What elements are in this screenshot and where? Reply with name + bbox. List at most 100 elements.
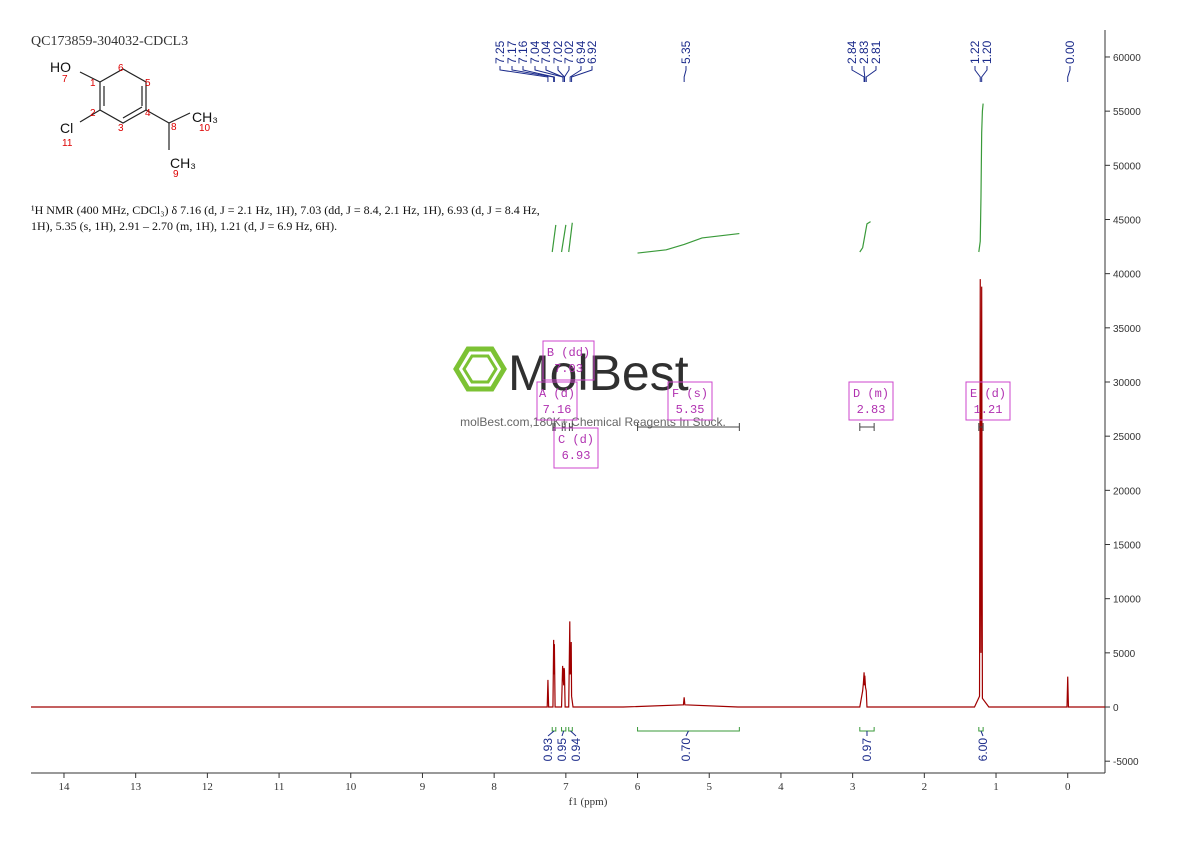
atom-label: CH₃	[170, 155, 196, 171]
atom-label: 1	[90, 78, 96, 89]
peak-connector	[865, 66, 877, 82]
y-tick-label: 10000	[1113, 595, 1141, 606]
x-tick-label: 11	[274, 781, 285, 793]
x-tick-label: 2	[922, 781, 928, 793]
peak-connector	[522, 66, 555, 82]
peak-label: 7.02	[562, 40, 576, 64]
multiplet-range	[552, 423, 556, 431]
description-line: 1H), 5.35 (s, 1H), 2.91 – 2.70 (m, 1H), …	[31, 219, 337, 233]
integral-label: 0.94	[569, 738, 583, 762]
y-tick-label: 25000	[1113, 432, 1141, 443]
multiplet-box	[965, 381, 1011, 421]
multiplet-label: F (s)	[672, 387, 708, 401]
peak-label: 7.02	[551, 40, 565, 64]
watermark-icon	[453, 346, 507, 392]
y-tick-label: 5000	[1113, 649, 1136, 660]
multiplet-label: A (d)	[539, 387, 575, 401]
multiplet-label: E (d)	[970, 387, 1006, 401]
y-tick-label: 0	[1113, 703, 1119, 714]
atom-label: 10	[199, 123, 211, 134]
bond	[79, 109, 101, 123]
peak-label: 1.22	[968, 40, 982, 64]
integral-label: 0.95	[555, 738, 569, 762]
y-tick-label: 15000	[1113, 541, 1141, 552]
integral-connector	[685, 730, 689, 737]
peak-label: 1.20	[980, 40, 994, 64]
y-tick-label: 45000	[1113, 215, 1141, 226]
integral-label: 0.97	[860, 738, 874, 762]
description-line: ¹H NMR (400 MHz, CDCl₃) δ 7.16 (d, J = 2…	[31, 203, 540, 217]
multiplet-range	[637, 423, 740, 431]
atom-label: HO	[50, 59, 71, 75]
x-tick-label: 9	[420, 781, 426, 793]
multiplet-box	[536, 381, 578, 421]
y-tick-label: 30000	[1113, 378, 1141, 389]
x-tick-label: 3	[850, 781, 856, 793]
multiplet-box	[667, 381, 713, 421]
integral-curve	[859, 221, 871, 253]
integral-connector	[561, 730, 565, 737]
watermark-brand: MolBest	[508, 345, 689, 401]
atom-label: 8	[171, 122, 177, 133]
multiplet-box	[848, 381, 894, 421]
y-tick-label: 35000	[1113, 324, 1141, 335]
peak-label: 6.92	[585, 40, 599, 64]
atom-label: 6	[118, 63, 124, 74]
integral-bracket	[859, 727, 875, 732]
multiplet-range	[568, 423, 573, 431]
atom-label: 4	[145, 108, 151, 119]
peak-connector	[683, 66, 687, 82]
bond	[168, 112, 191, 124]
peak-label: 5.35	[679, 40, 693, 64]
spectrum-line	[31, 279, 1105, 708]
x-tick-label: 7	[563, 781, 569, 793]
peak-connector	[863, 66, 866, 82]
multiplet-range	[978, 423, 984, 431]
multiplet-label: C (d)	[558, 433, 594, 447]
chart-title: QC173859-304032-CDCL3	[31, 34, 188, 49]
peak-label: 7.17	[505, 40, 519, 64]
atom-label: 11	[62, 138, 73, 149]
multiplet-shift: 7.16	[543, 403, 572, 417]
multiplet-shift: 6.93	[562, 449, 591, 463]
integral-connector	[980, 730, 984, 737]
multiplet-range	[859, 423, 875, 431]
integral-bracket	[978, 727, 984, 732]
multiplet-range	[561, 423, 566, 431]
atom-label: 3	[118, 123, 124, 134]
atom-label: 2	[90, 108, 96, 119]
atom-label: Cl	[60, 120, 73, 136]
bond	[79, 71, 101, 83]
structure-bonds	[79, 68, 191, 150]
x-tick-label: 13	[130, 781, 142, 793]
plot-area: 14 13 12 11 10 9 8 7 6 5 4 3 2 1 0f1 (ppm)-50000500010…	[31, 30, 1141, 808]
double-bond	[122, 106, 143, 119]
atom-label: 5	[145, 78, 151, 89]
integral-label: 6.00	[976, 738, 990, 762]
integral-connector	[547, 730, 555, 737]
integral-curve	[560, 224, 567, 253]
bond	[145, 109, 170, 124]
integral-curve	[637, 232, 740, 254]
peak-label: 2.83	[857, 40, 871, 64]
multiplet-shift: 7.03	[554, 362, 583, 376]
multiplet-shift: 5.35	[676, 403, 705, 417]
x-tick-label: 4	[778, 781, 784, 793]
peak-label: 7.04	[539, 40, 553, 64]
x-tick-label: 0	[1065, 781, 1071, 793]
x-tick-label: 1	[993, 781, 999, 793]
peak-connector	[974, 66, 981, 82]
atom-label: 9	[173, 169, 179, 180]
peak-connector	[1067, 66, 1071, 82]
integral-connector	[570, 730, 577, 737]
y-tick-label: 20000	[1113, 486, 1141, 497]
integral-curve	[568, 222, 573, 253]
peak-label: 7.16	[516, 40, 530, 64]
peak-label: 2.81	[869, 40, 883, 64]
multiplet-shift: 1.21	[974, 403, 1003, 417]
x-tick-label: 5	[706, 781, 712, 793]
y-tick-label: 60000	[1113, 53, 1141, 64]
peak-label: 7.04	[528, 40, 542, 64]
multiplet-shift: 2.83	[857, 403, 886, 417]
